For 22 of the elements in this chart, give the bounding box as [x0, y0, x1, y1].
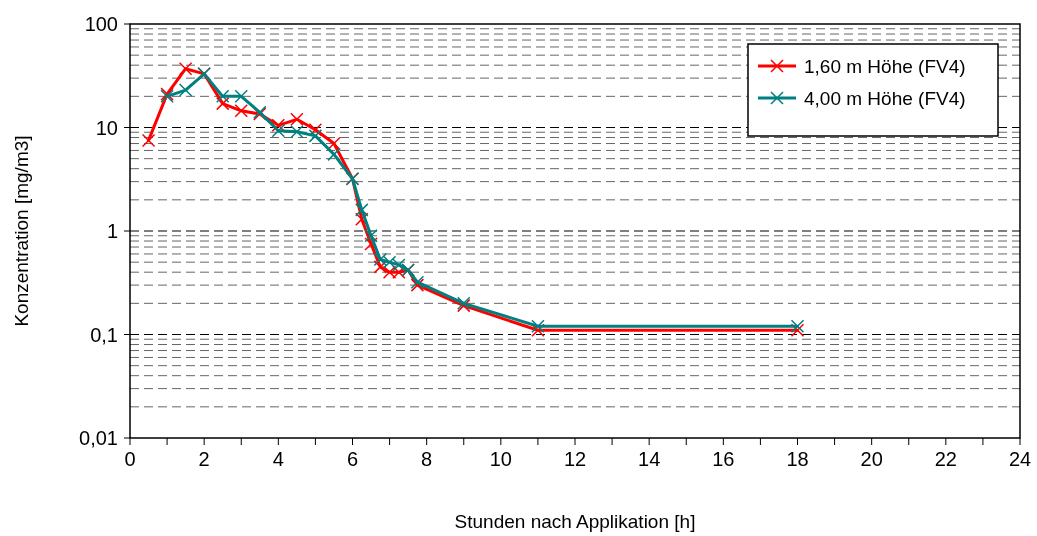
x-tick-label: 6 — [346, 448, 359, 470]
y-tick-label: 10 — [95, 116, 118, 139]
y-tick-label: 0,01 — [79, 427, 118, 449]
y-tick-label: 100 — [84, 13, 118, 35]
x-tick-label: 22 — [934, 448, 957, 470]
x-tick-label: 18 — [786, 448, 809, 470]
x-tick-label: 8 — [421, 448, 433, 470]
x-tick-label: 20 — [860, 448, 883, 470]
x-tick-label: 16 — [712, 448, 735, 470]
x-tick-label: 4 — [272, 448, 284, 470]
y-tick-label: 1 — [106, 220, 118, 242]
y-tick-label: 0,1 — [90, 323, 118, 346]
x-tick-label: 0 — [124, 448, 136, 470]
x-tick-label: 10 — [489, 448, 512, 470]
x-axis-title: Stunden nach Applikation [h] — [454, 511, 696, 532]
y-axis-title: Konzentration [mg/m3] — [11, 135, 32, 327]
x-tick-label: 14 — [638, 448, 661, 470]
x-tick-label: 2 — [198, 448, 210, 470]
legend-label: 1,60 m Höhe (FV4) — [804, 55, 966, 77]
x-tick-label: 12 — [563, 448, 587, 470]
legend-label: 4,00 m Höhe (FV4) — [804, 87, 966, 109]
x-tick-label: 24 — [1008, 448, 1032, 470]
